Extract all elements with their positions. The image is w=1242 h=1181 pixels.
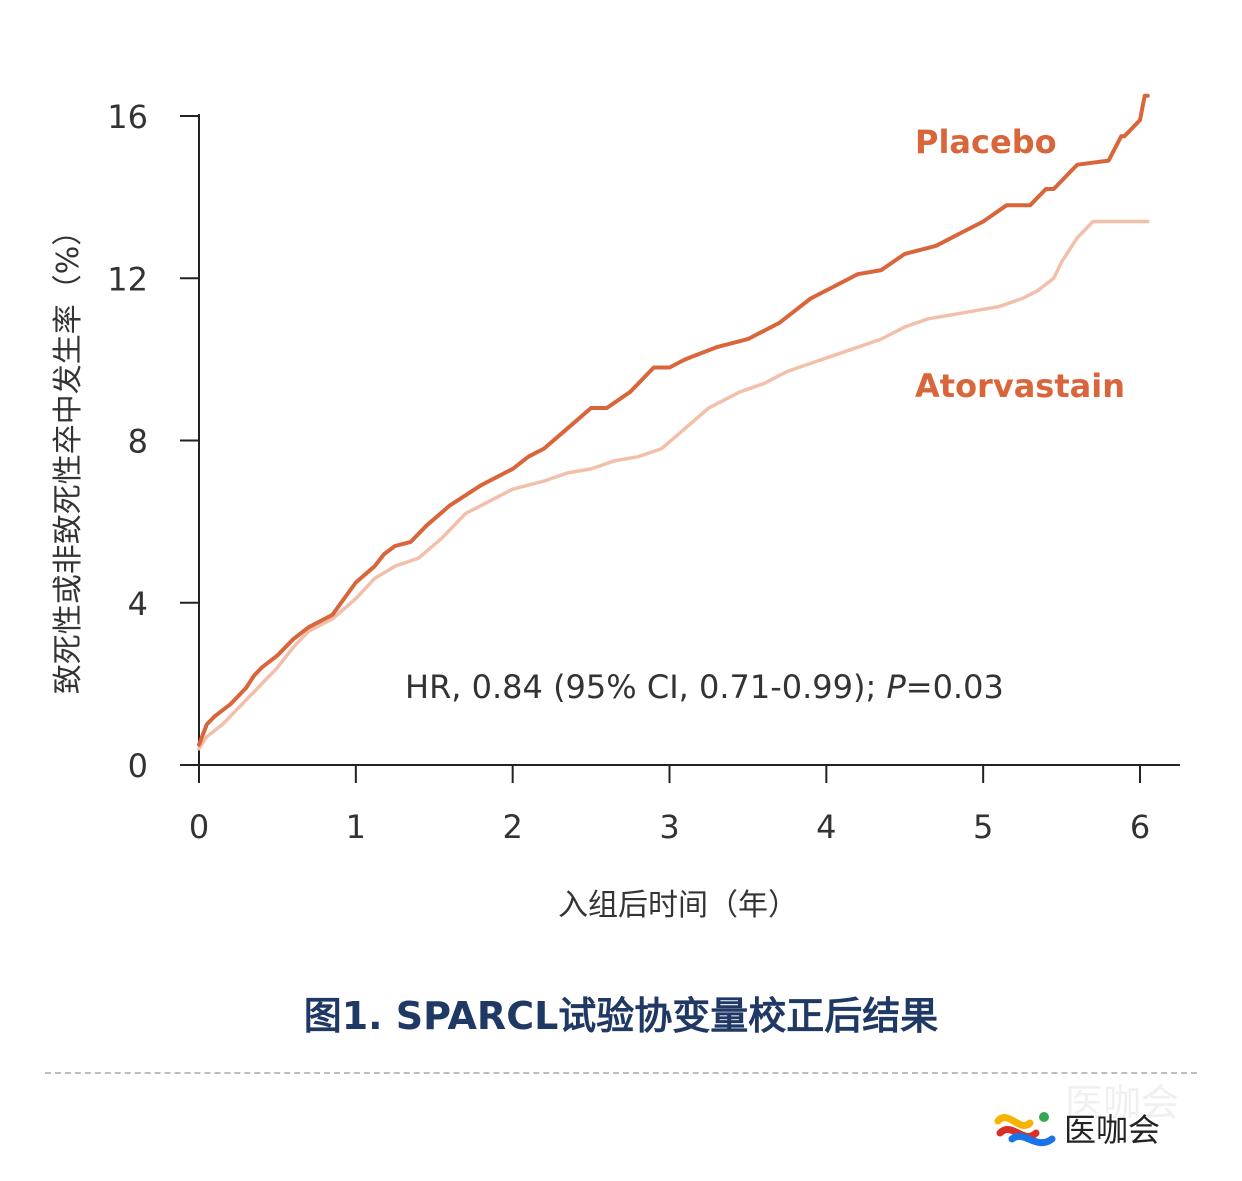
atorvastain-legend-label: Atorvastain bbox=[915, 367, 1125, 405]
hr-annotation: HR, 0.84 (95% CI, 0.71-0.99); P=0.03 bbox=[405, 668, 1004, 706]
x-tick-label: 3 bbox=[659, 808, 679, 846]
y-tick-label: 0 bbox=[128, 747, 148, 785]
series-layer bbox=[197, 93, 1150, 751]
logo-text: 医咖会 bbox=[1064, 1111, 1161, 1149]
y-tick-label: 4 bbox=[128, 585, 148, 623]
x-tick-label: 4 bbox=[816, 808, 836, 846]
x-tick-label: 1 bbox=[346, 808, 366, 846]
p-value: =0.03 bbox=[906, 668, 1004, 706]
watermark-text: 医咖会 bbox=[1065, 1081, 1180, 1125]
y-tick-label: 8 bbox=[128, 423, 148, 461]
x-tick-label: 6 bbox=[1130, 808, 1150, 846]
x-tick-label: 5 bbox=[973, 808, 993, 846]
placebo-legend-label: Placebo bbox=[915, 123, 1057, 161]
placebo-line bbox=[197, 93, 1150, 747]
figure-caption: 图1. SPARCL试验协变量校正后结果 bbox=[303, 994, 939, 1038]
y-tick-label: 12 bbox=[107, 260, 148, 298]
x-axis-title: 入组后时间（年） bbox=[558, 888, 798, 923]
y-tick-label: 16 bbox=[107, 98, 148, 136]
divider bbox=[45, 1072, 1197, 1074]
x-tick-label: 2 bbox=[502, 808, 522, 846]
logo-mark-icon bbox=[994, 1112, 1056, 1147]
brand-logo: 医咖会 bbox=[990, 1098, 1160, 1158]
p-label: P bbox=[886, 668, 906, 706]
hr-text: HR, 0.84 (95% CI, 0.71-0.99); bbox=[405, 668, 886, 706]
y-axis-title: 致死性或非致死性卒中发生率（%） bbox=[51, 216, 86, 695]
atorvastain-line bbox=[197, 219, 1150, 751]
axes bbox=[180, 114, 1180, 783]
x-tick-label: 0 bbox=[189, 808, 209, 846]
